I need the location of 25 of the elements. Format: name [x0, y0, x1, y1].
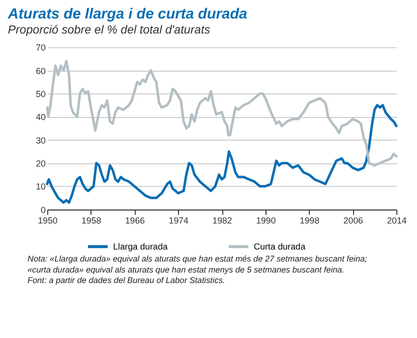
x-tick-label: 1982	[212, 216, 232, 226]
y-tick-label: 70	[36, 42, 46, 53]
y-tick-label: 0	[40, 204, 46, 215]
x-tick-label: 2014	[386, 216, 407, 226]
line-series	[46, 104, 398, 204]
x-tick-label: 1974	[168, 216, 189, 226]
x-tick-label: 1950	[38, 216, 58, 226]
x-tick-label: 1998	[300, 216, 320, 226]
x-tick-label: 1990	[256, 216, 276, 226]
text: Font: a partir de dades del Bureau of Labor Statistics.	[28, 275, 226, 286]
y-tick-label: 40	[36, 112, 46, 122]
line-series	[46, 60, 398, 167]
y-tick-label: 30	[36, 135, 46, 146]
legend-label: Llarga durada	[113, 242, 168, 252]
y-tick-label: 10	[36, 182, 46, 192]
legend-label: Curta durada	[254, 242, 306, 252]
y-tick-label: 60	[36, 66, 46, 76]
x-tick-label: 1966	[125, 216, 145, 226]
text: Nota: «Llarga durada» equival als aturats que han estat més de 27 setmanes buscant feina; «curta durada» equival als aturats que han estat menys de 5 setmanes buscant feina.	[28, 254, 368, 274]
y-tick-label: 20	[36, 158, 46, 169]
x-tick-label: 1958	[82, 216, 102, 226]
y-tick-label: 50	[36, 89, 46, 100]
chart-subtitle: Proporció sobre el % del total d'aturats	[8, 22, 210, 36]
chart-title: Aturats de llarga i de curta durada	[6, 6, 248, 23]
x-tick-label: 2006	[343, 216, 364, 226]
